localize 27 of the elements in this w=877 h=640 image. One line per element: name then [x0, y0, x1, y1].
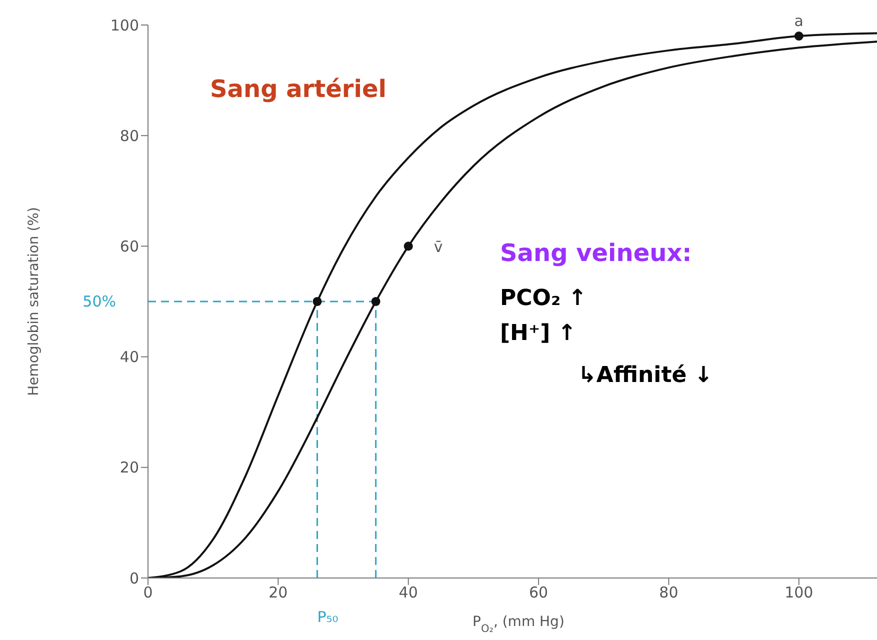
ref-line-label: P₅₀	[317, 608, 338, 626]
y-axis-title: Hemoglobin saturation (%)	[26, 207, 42, 396]
x-tick-label: 100	[784, 584, 814, 602]
x-axis-title: P$_{O₂}$, (mm Hg)	[472, 614, 564, 635]
point	[312, 296, 322, 306]
annotation: v̄	[434, 238, 443, 256]
y-tick-label: 0	[129, 569, 139, 588]
annotation: a	[794, 12, 804, 30]
point	[794, 32, 804, 41]
y-tick-label: 80	[120, 126, 139, 145]
x-tick-label: 60	[528, 584, 548, 602]
annotation: [H⁺] ↑	[500, 321, 576, 346]
annotation: Sang veineux:	[500, 239, 692, 267]
y-tick-label: 60	[120, 238, 139, 256]
y-tick-label: 20	[120, 458, 139, 477]
x-tick-label: 80	[659, 584, 678, 602]
y-tick-label: 100	[110, 16, 139, 34]
ref-line-label: 50%	[82, 292, 116, 310]
annotation: ↳Affinité ↓	[578, 363, 713, 388]
point	[404, 242, 413, 251]
x-tick-label: 20	[268, 584, 288, 602]
x-tick-label: 40	[398, 584, 418, 602]
y-tick-label: 40	[120, 348, 139, 366]
x-tick-label: 0	[143, 584, 153, 602]
point	[371, 296, 380, 306]
annotation: Sang artériel	[210, 75, 386, 103]
annotation: PCO₂ ↑	[500, 286, 587, 311]
